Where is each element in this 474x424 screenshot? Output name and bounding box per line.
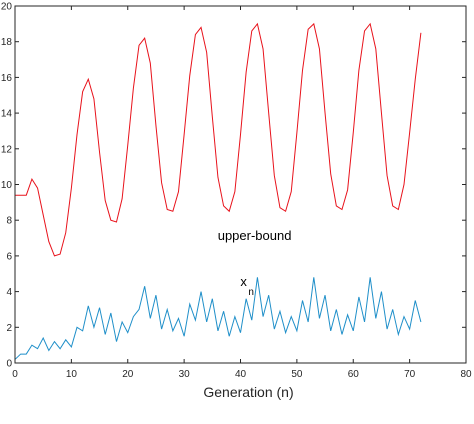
y-tick-label: 10 xyxy=(1,180,13,191)
x-tick-label: 20 xyxy=(122,369,134,380)
y-tick-label: 8 xyxy=(6,216,12,227)
x-tick-label: 50 xyxy=(291,369,303,380)
y-tick-label: 0 xyxy=(6,359,12,370)
x-tick-label: 0 xyxy=(12,369,18,380)
xn-line xyxy=(14,277,422,360)
x-tick-label: 60 xyxy=(348,369,360,380)
y-tick-label: 16 xyxy=(1,73,13,84)
xn-annotation-subscript: n xyxy=(248,287,254,298)
x-axis-label: Generation (n) xyxy=(203,384,293,400)
upper-bound-annotation: upper-bound xyxy=(218,228,292,243)
x-tick-label: 40 xyxy=(235,369,247,380)
plot-area: 0 10 20 30 40 50 60 70 80 0 2 4 6 8 10 12 14 16 18 20 xyxy=(1,2,472,381)
y-tick-label: 14 xyxy=(1,109,13,120)
x-ticks: 0 10 20 30 40 50 60 70 80 xyxy=(12,6,472,380)
x-tick-label: 10 xyxy=(66,369,78,380)
y-tick-label: 4 xyxy=(6,287,12,298)
axes-box xyxy=(14,5,467,364)
series-layer xyxy=(14,22,422,360)
y-tick-label: 6 xyxy=(6,251,12,262)
xn-annotation: x n xyxy=(240,274,254,298)
y-tick-label: 2 xyxy=(6,323,12,334)
y-tick-label: 12 xyxy=(1,144,13,155)
y-ticks: 0 2 4 6 8 10 12 14 16 18 20 xyxy=(1,2,466,370)
xn-annotation-symbol: x xyxy=(240,274,247,289)
y-tick-label: 20 xyxy=(1,2,13,13)
x-tick-label: 70 xyxy=(404,369,416,380)
upper-bound-line xyxy=(15,22,422,257)
x-tick-label: 30 xyxy=(179,369,191,380)
x-tick-label: 80 xyxy=(460,369,472,380)
y-tick-label: 18 xyxy=(1,37,13,48)
